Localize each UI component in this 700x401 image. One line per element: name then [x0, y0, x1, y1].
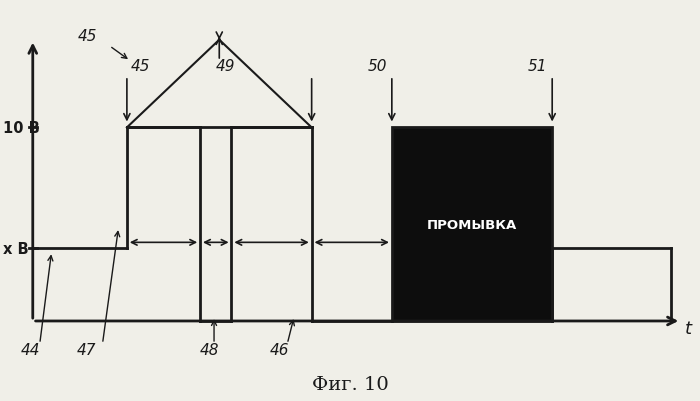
Text: 46: 46 — [270, 342, 289, 357]
Text: 49: 49 — [216, 59, 235, 74]
Text: t: t — [685, 320, 692, 337]
Text: 45: 45 — [130, 59, 150, 74]
Text: 48: 48 — [200, 342, 220, 357]
Text: x В: x В — [3, 241, 29, 256]
Text: 47: 47 — [77, 342, 96, 357]
Text: 51: 51 — [528, 59, 547, 74]
Text: 50: 50 — [368, 59, 387, 74]
Bar — [392, 128, 552, 321]
Text: ПРОМЫВКА: ПРОМЫВКА — [427, 218, 517, 231]
Text: 45: 45 — [78, 28, 97, 44]
Text: Фиг. 10: Фиг. 10 — [312, 376, 388, 393]
Text: 44: 44 — [21, 342, 41, 357]
Text: 10 В: 10 В — [3, 121, 39, 136]
